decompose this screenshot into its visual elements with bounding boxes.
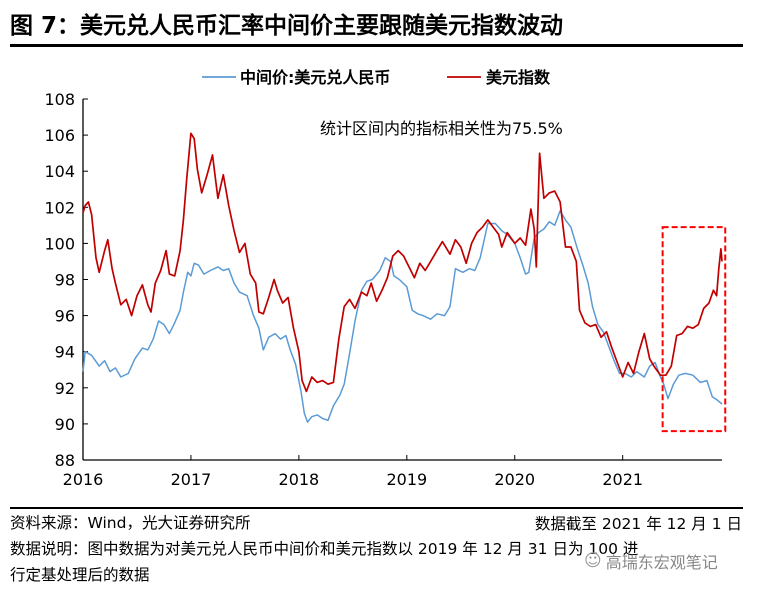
y-tick-label: 102 [44, 198, 75, 217]
chart-legend: 中间价:美元兑人民币 美元指数 [202, 68, 551, 87]
watermark: ☺ 高瑞东宏观笔记 [584, 549, 718, 573]
y-tick-label: 94 [55, 343, 75, 362]
y-tick-label: 108 [44, 90, 75, 109]
x-tick-label: 2020 [494, 470, 535, 489]
series-layer [82, 132, 723, 423]
y-tick-label: 100 [44, 234, 75, 253]
legend-label-0: 中间价:美元兑人民币 [240, 68, 390, 87]
y-tick-label: 90 [55, 415, 75, 434]
data-cutoff-note: 数据截至 2021 年 12 月 1 日 [534, 515, 742, 533]
y-tick-label: 92 [55, 379, 75, 398]
series-line-0 [82, 210, 723, 423]
y-tick-label: 96 [55, 307, 75, 326]
footer-rule [10, 507, 743, 509]
y-tick-label: 88 [55, 451, 75, 470]
series-line-1 [82, 132, 723, 393]
highlight-box [661, 226, 727, 433]
explanation-line-1: 数据说明：图中数据为对美元兑人民币中间价和美元指数以 2019 年 12 月 3… [10, 540, 639, 558]
title-rule [10, 44, 743, 47]
wechat-icon: ☺ [584, 551, 602, 571]
x-tick-label: 2019 [386, 470, 427, 489]
x-tick-label: 2017 [171, 470, 212, 489]
y-tick-label: 98 [55, 271, 75, 290]
y-tick-label: 104 [44, 162, 75, 181]
x-tick-label: 2021 [602, 470, 643, 489]
source-note: 资料来源：Wind，光大证券研究所 [10, 514, 251, 532]
x-tick-label: 2016 [63, 470, 104, 489]
explanation-line-2: 行定基处理后的数据 [10, 566, 150, 584]
correlation-annotation: 统计区间内的指标相关性为75.5% [320, 119, 563, 138]
y-tick-label: 106 [44, 126, 75, 145]
x-tick-label: 2018 [279, 470, 320, 489]
legend-label-1: 美元指数 [486, 68, 551, 87]
figure-title: 图 7：美元兑人民币汇率中间价主要跟随美元指数波动 [10, 13, 564, 39]
watermark-text: 高瑞东宏观笔记 [605, 553, 718, 572]
